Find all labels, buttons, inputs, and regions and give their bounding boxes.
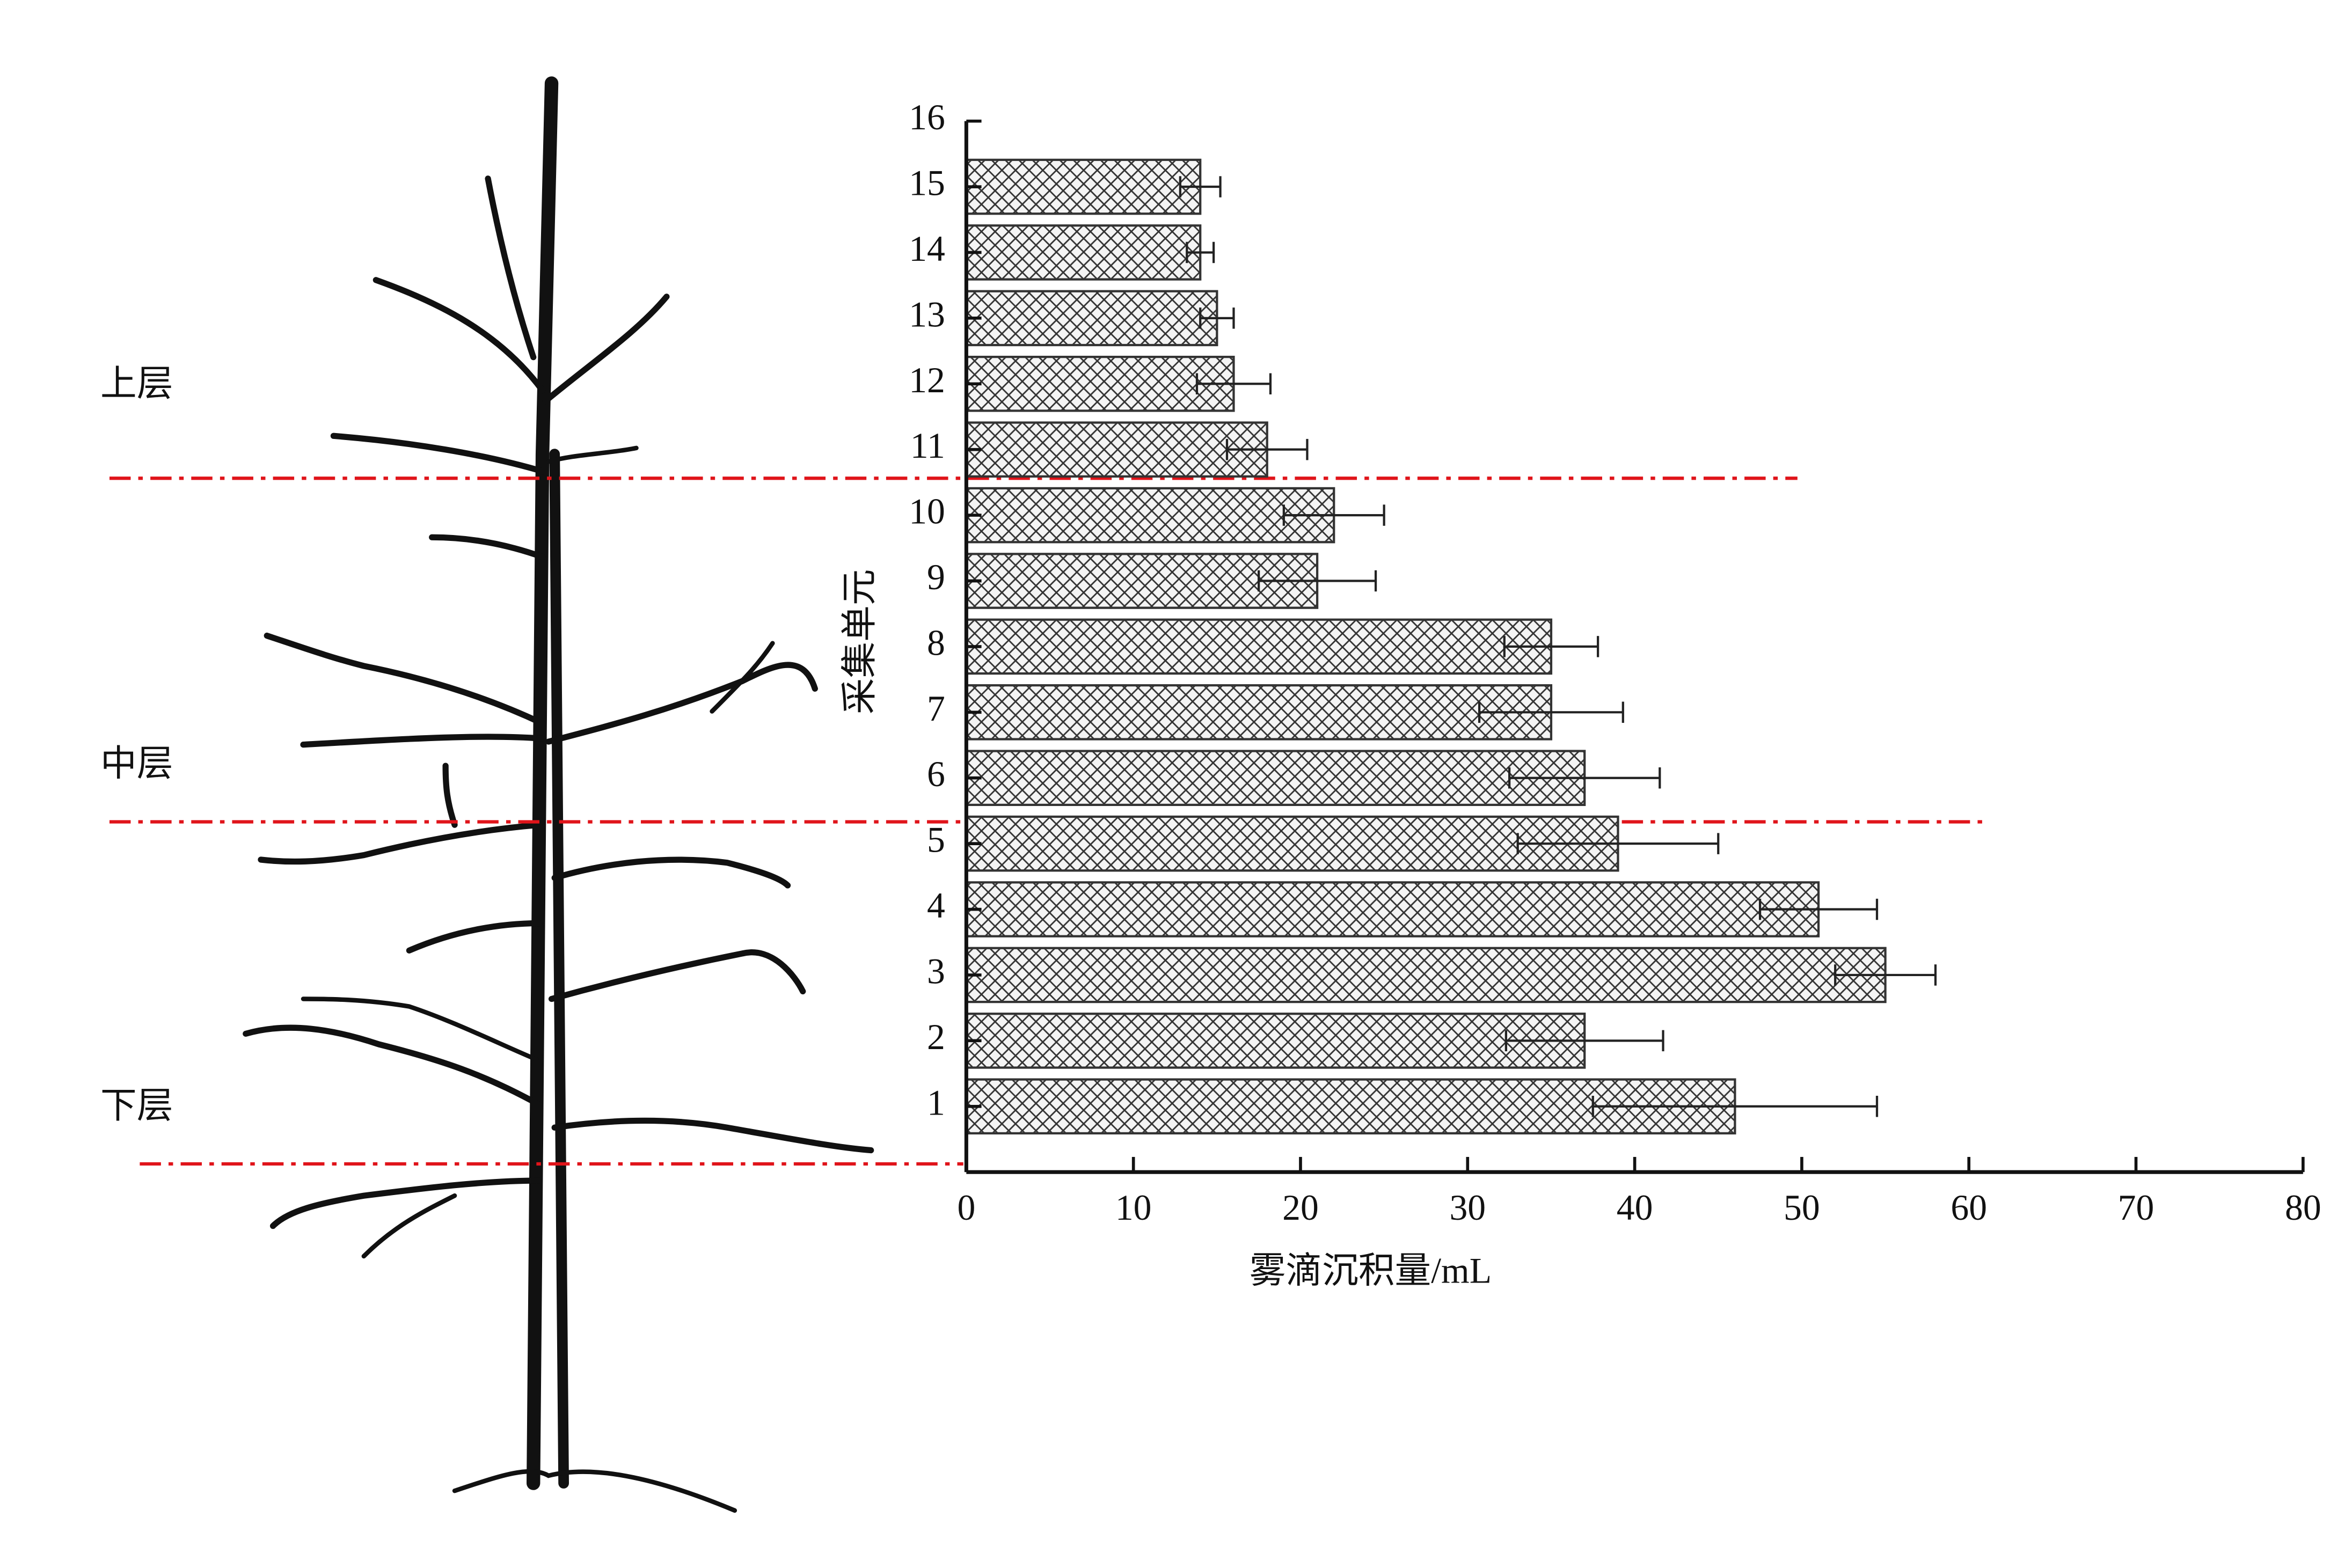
bar [965, 618, 1553, 675]
y-tick-label: 5 [927, 820, 945, 860]
x-tick-label: 20 [1282, 1188, 1319, 1228]
x-tick-label: 60 [1951, 1188, 1987, 1228]
x-tick-label: 0 [957, 1188, 975, 1228]
bar [965, 355, 1235, 412]
y-tick-label: 9 [927, 557, 945, 597]
x-tick-label: 40 [1617, 1188, 1653, 1228]
y-tick-label: 2 [927, 1017, 945, 1057]
y-tick-label: 1 [927, 1082, 945, 1123]
x-tick-label: 70 [2118, 1188, 2154, 1228]
x-tick-label: 10 [1115, 1188, 1152, 1228]
x-tick-label: 50 [1784, 1188, 1820, 1228]
bar [965, 487, 1335, 544]
tree-drawing [243, 76, 874, 1513]
bar [965, 947, 1887, 1003]
y-tick-label: 3 [927, 951, 945, 991]
y-tick-label: 6 [927, 754, 945, 794]
y-tick-label: 13 [909, 294, 945, 334]
layer-label: 下层 [100, 1086, 173, 1126]
bar [965, 421, 1268, 478]
y-tick-label: 15 [909, 163, 945, 203]
bar [965, 684, 1553, 741]
y-tick-label: 11 [910, 426, 945, 466]
y-tick-label: 14 [909, 229, 945, 269]
bar [965, 158, 1202, 215]
y-tick-label: 8 [927, 622, 945, 663]
x-tick-label: 30 [1449, 1188, 1486, 1228]
bar [965, 881, 1820, 937]
bar [965, 1013, 1586, 1069]
x-axis-label: 雾滴沉积量/mL [1250, 1250, 1492, 1291]
y-axis-label: 采集单元 [839, 569, 880, 714]
bar [965, 290, 1218, 347]
bar [965, 224, 1202, 281]
y-tick-label: 12 [909, 360, 945, 400]
layer-label: 上层 [100, 364, 173, 404]
x-tick-label: 80 [2285, 1188, 2321, 1228]
y-tick-label: 10 [909, 492, 945, 532]
y-tick-label: 16 [909, 97, 945, 137]
layer-label: 中层 [100, 744, 173, 784]
y-tick-label: 4 [927, 885, 945, 926]
bar [965, 750, 1586, 807]
y-tick-label: 7 [927, 688, 945, 729]
